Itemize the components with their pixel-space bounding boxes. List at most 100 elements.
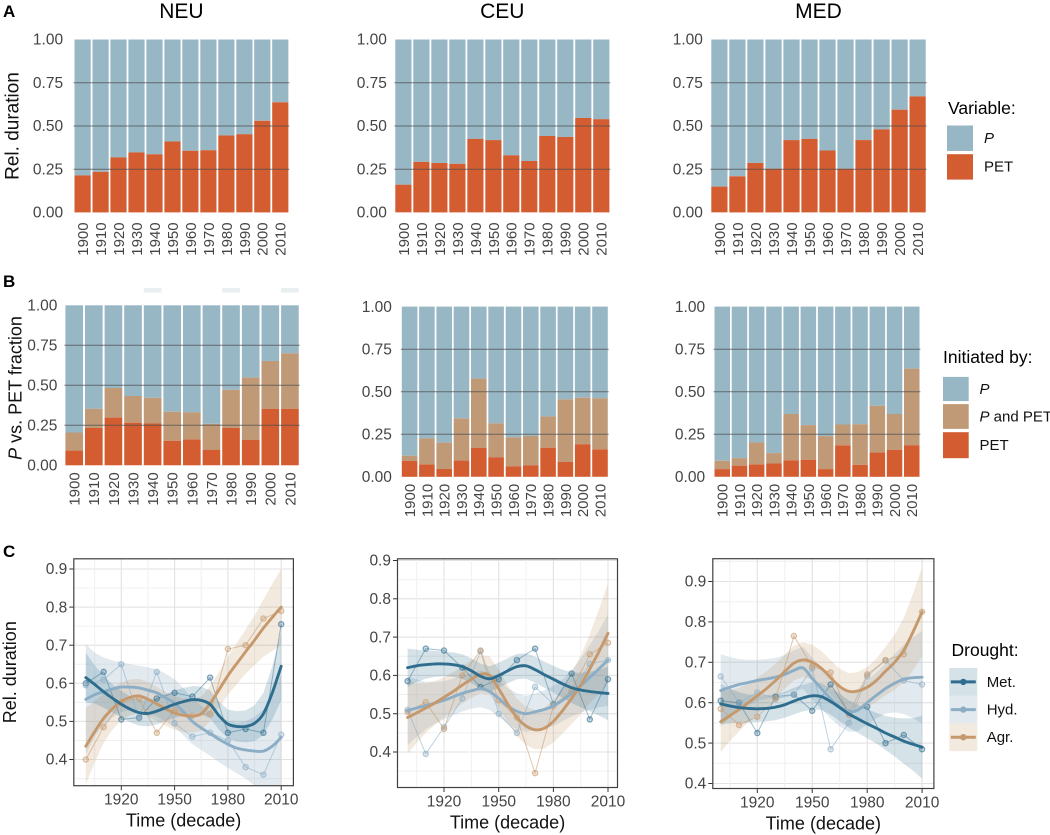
svg-text:1990: 1990 <box>558 222 575 255</box>
svg-text:A: A <box>3 2 15 21</box>
svg-text:0.25: 0.25 <box>27 418 57 435</box>
svg-text:0.75: 0.75 <box>33 75 63 92</box>
svg-text:1950: 1950 <box>801 484 818 517</box>
svg-text:2010: 2010 <box>264 792 299 809</box>
svg-text:1990: 1990 <box>243 472 260 505</box>
svg-text:1930: 1930 <box>766 484 783 517</box>
svg-text:1950: 1950 <box>165 472 182 505</box>
svg-text:0.75: 0.75 <box>362 341 392 358</box>
svg-text:1920: 1920 <box>749 484 766 517</box>
svg-text:1950: 1950 <box>802 222 819 255</box>
svg-text:2010: 2010 <box>910 222 927 255</box>
svg-text:Met.: Met. <box>987 674 1016 691</box>
svg-text:1900: 1900 <box>67 472 84 505</box>
svg-text:1.00: 1.00 <box>675 299 706 316</box>
svg-text:1930: 1930 <box>450 222 467 255</box>
svg-text:0.50: 0.50 <box>33 118 64 135</box>
svg-text:1970: 1970 <box>523 484 540 517</box>
svg-text:1920: 1920 <box>111 222 128 255</box>
svg-text:0.25: 0.25 <box>675 426 705 443</box>
svg-text:0.75: 0.75 <box>675 341 705 358</box>
svg-text:1920: 1920 <box>104 792 139 809</box>
svg-text:0.00: 0.00 <box>33 205 64 222</box>
svg-text:0.00: 0.00 <box>675 469 706 486</box>
svg-text:1900: 1900 <box>402 484 419 517</box>
svg-text:Time (decade): Time (decade) <box>450 813 565 833</box>
svg-text:2010: 2010 <box>273 222 290 255</box>
svg-text:1940: 1940 <box>468 222 485 255</box>
svg-text:1950: 1950 <box>486 222 503 255</box>
svg-text:Variable:: Variable: <box>948 98 1016 118</box>
svg-text:P: P <box>980 381 990 398</box>
svg-text:1.00: 1.00 <box>33 32 64 49</box>
svg-text:Agr.: Agr. <box>987 729 1014 746</box>
svg-text:1970: 1970 <box>201 222 218 255</box>
svg-text:0.50: 0.50 <box>675 384 706 401</box>
svg-text:0.75: 0.75 <box>673 75 703 92</box>
svg-text:0.50: 0.50 <box>362 384 393 401</box>
svg-text:0.4: 0.4 <box>685 776 707 793</box>
svg-text:1980: 1980 <box>541 484 558 517</box>
svg-text:1940: 1940 <box>784 222 801 255</box>
svg-text:Time (decade): Time (decade) <box>126 811 241 831</box>
svg-text:0.00: 0.00 <box>27 458 58 475</box>
svg-text:Drought:: Drought: <box>952 640 1019 660</box>
svg-text:1910: 1910 <box>419 484 436 517</box>
svg-text:2000: 2000 <box>887 484 904 517</box>
svg-text:2010: 2010 <box>282 472 299 505</box>
svg-text:0.9: 0.9 <box>46 561 68 578</box>
svg-text:2000: 2000 <box>575 484 592 517</box>
svg-text:2010: 2010 <box>594 222 611 255</box>
svg-text:1930: 1930 <box>766 222 783 255</box>
svg-text:2010: 2010 <box>904 484 921 517</box>
svg-text:0.75: 0.75 <box>357 75 387 92</box>
svg-text:0.50: 0.50 <box>27 378 58 395</box>
svg-text:1990: 1990 <box>874 222 891 255</box>
svg-text:1920: 1920 <box>427 794 462 811</box>
svg-text:1910: 1910 <box>730 222 747 255</box>
svg-text:0.6: 0.6 <box>685 695 707 712</box>
svg-text:1.00: 1.00 <box>27 298 58 315</box>
svg-text:1990: 1990 <box>558 484 575 517</box>
svg-text:0.00: 0.00 <box>673 205 704 222</box>
svg-text:0.5: 0.5 <box>685 735 707 752</box>
svg-text:P vs. PET fraction: P vs. PET fraction <box>6 316 26 460</box>
svg-text:0.7: 0.7 <box>46 637 68 654</box>
svg-text:0.8: 0.8 <box>685 614 707 631</box>
svg-text:1940: 1940 <box>145 472 162 505</box>
svg-text:0.9: 0.9 <box>685 574 707 591</box>
svg-text:PET: PET <box>984 159 1013 176</box>
svg-text:1920: 1920 <box>106 472 123 505</box>
svg-text:0.5: 0.5 <box>46 714 68 731</box>
svg-text:MED: MED <box>795 0 842 23</box>
svg-text:1980: 1980 <box>856 222 873 255</box>
svg-text:1950: 1950 <box>481 794 516 811</box>
svg-text:PET: PET <box>980 437 1009 454</box>
svg-text:2010: 2010 <box>591 794 626 811</box>
svg-text:2000: 2000 <box>255 222 272 255</box>
svg-text:1.00: 1.00 <box>357 32 388 49</box>
svg-text:0.5: 0.5 <box>369 706 391 723</box>
svg-text:1900: 1900 <box>715 484 732 517</box>
svg-text:1980: 1980 <box>850 795 885 812</box>
svg-text:1930: 1930 <box>125 472 142 505</box>
svg-text:Rel. duration: Rel. duration <box>3 72 24 180</box>
svg-text:0.8: 0.8 <box>369 591 391 608</box>
svg-text:Hyd.: Hyd. <box>987 702 1018 719</box>
svg-text:0.25: 0.25 <box>357 161 387 178</box>
svg-text:1980: 1980 <box>540 222 557 255</box>
svg-text:0.75: 0.75 <box>27 338 57 355</box>
svg-text:2000: 2000 <box>892 222 909 255</box>
svg-text:0.9: 0.9 <box>369 553 391 570</box>
svg-text:2010: 2010 <box>905 795 940 812</box>
svg-text:0.7: 0.7 <box>369 629 391 646</box>
svg-text:0.00: 0.00 <box>357 205 388 222</box>
svg-text:1920: 1920 <box>740 795 775 812</box>
svg-text:1940: 1940 <box>784 484 801 517</box>
svg-text:0.25: 0.25 <box>33 161 63 178</box>
svg-text:1960: 1960 <box>183 222 200 255</box>
svg-text:0.6: 0.6 <box>46 676 68 693</box>
svg-text:1980: 1980 <box>211 792 246 809</box>
svg-text:1940: 1940 <box>471 484 488 517</box>
svg-text:0.8: 0.8 <box>46 599 68 616</box>
